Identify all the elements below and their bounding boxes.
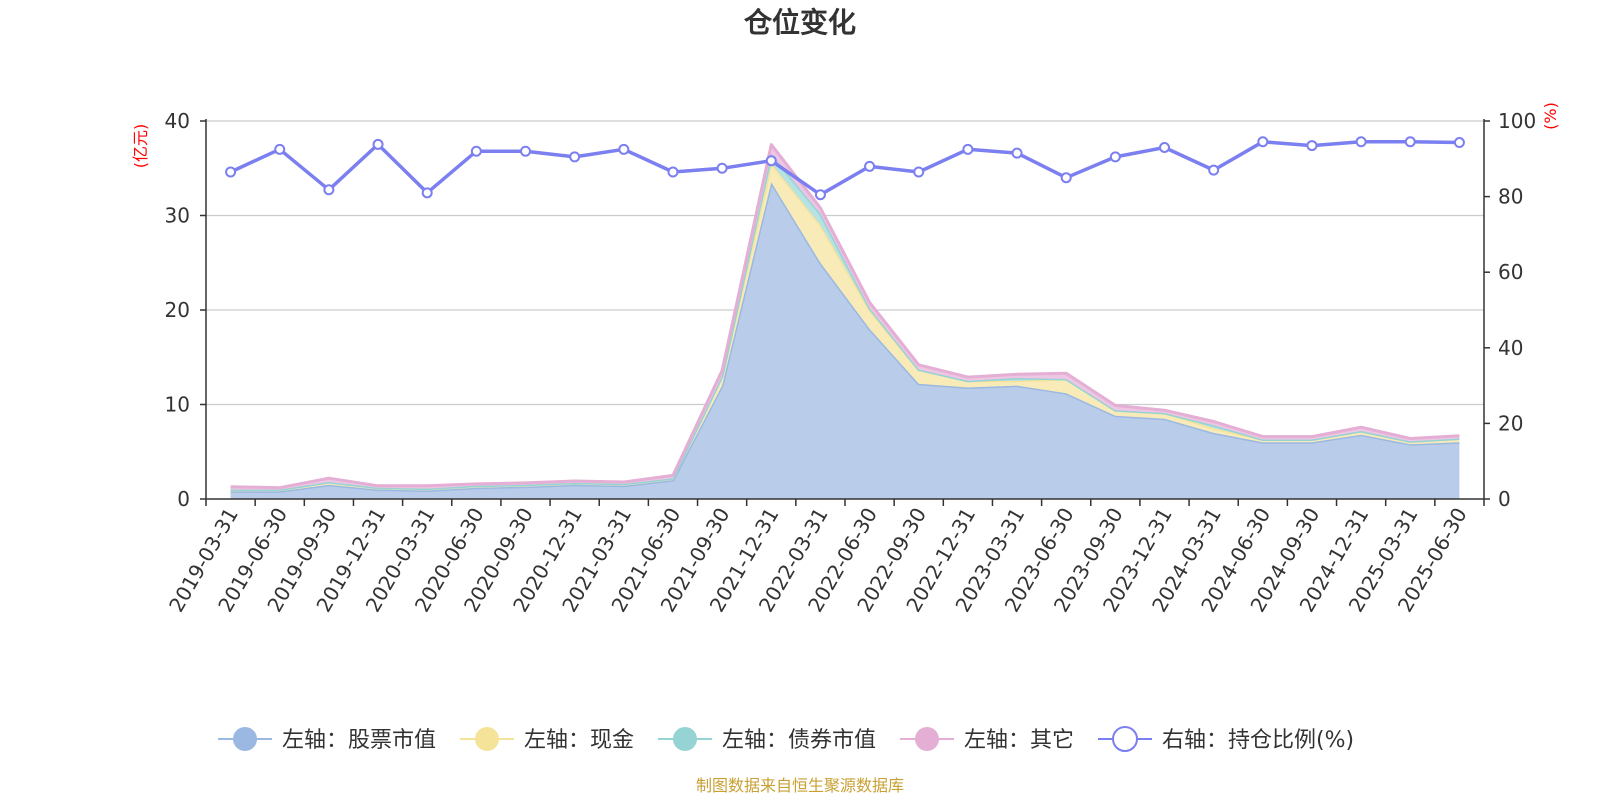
ratio-point (520, 145, 531, 157)
left-axis-tick-label: 20 (165, 298, 190, 322)
right-axis-unit: (%) (1541, 102, 1560, 130)
ratio-line-path (229, 140, 1460, 197)
ratio-point (421, 187, 433, 199)
legend-marker-icon (915, 727, 939, 751)
ratio-point (470, 145, 482, 157)
chart-title: 仓位变化 (744, 6, 856, 39)
ratio-point (323, 184, 335, 196)
legend-label: 左轴：债券市值 (722, 728, 876, 753)
position-ratio-line (225, 136, 1465, 201)
ratio-point (814, 189, 826, 201)
ratio-point (1159, 141, 1170, 153)
ratio-point (372, 138, 384, 150)
ratio-point (225, 166, 237, 178)
ratio-point (1453, 137, 1465, 149)
ratio-point (667, 166, 679, 178)
legend-label: 左轴：其它 (964, 728, 1074, 753)
legend-item-4: 左轴：其它 (900, 727, 1074, 753)
ratio-point (1011, 147, 1023, 159)
right-axis-tick-label: 100 (1498, 109, 1536, 133)
ratio-point (1109, 151, 1121, 163)
ratio-point (864, 160, 876, 172)
ratio-point (765, 155, 777, 167)
right-axis-tick-label: 80 (1498, 185, 1523, 209)
ratio-point (569, 151, 581, 163)
right-axis-tick-label: 40 (1498, 336, 1523, 360)
legend-item-5: 右轴：持仓比例(%) (1098, 726, 1354, 753)
left-axis-tick-label: 10 (165, 393, 190, 417)
legend-label: 右轴：持仓比例(%) (1162, 728, 1354, 753)
ratio-point (618, 143, 630, 155)
ratio-point (1355, 136, 1367, 148)
legend-label: 左轴：现金 (524, 728, 634, 753)
legend-marker-icon (673, 727, 697, 751)
ratio-point (1404, 136, 1416, 148)
ratio-point (1306, 140, 1318, 152)
legend-marker-icon (475, 727, 499, 751)
ratio-point (1060, 172, 1072, 184)
ratio-point (716, 162, 728, 174)
legend-item-1: 左轴：股票市值 (218, 727, 436, 753)
area-series-4-edge (230, 143, 1460, 490)
ratio-point (913, 166, 925, 178)
legend-item-2: 左轴：现金 (460, 727, 634, 753)
left-axis-tick-label: 40 (165, 109, 190, 133)
ratio-point (962, 143, 974, 155)
legend: 左轴：股票市值 左轴：现金 左轴：债券市值 左轴：其它 右轴：持仓比例(%) (218, 726, 1354, 753)
legend-item-3: 左轴：债券市值 (658, 727, 876, 753)
stacked-areas (230, 143, 1460, 499)
legend-marker-icon (233, 727, 257, 751)
area-series-1 (230, 182, 1460, 499)
right-axis-tick-label: 60 (1498, 260, 1523, 284)
right-axis-tick-label: 0 (1498, 487, 1511, 511)
right-axis-tick-label: 20 (1498, 411, 1523, 435)
ratio-point (1208, 164, 1220, 176)
left-axis-tick-label: 0 (177, 487, 190, 511)
left-axis-unit: (亿元) (131, 124, 150, 169)
data-source-note: 制图数据来自恒生聚源数据库 (696, 776, 904, 795)
legend-marker-icon (1112, 726, 1138, 752)
ratio-point (1257, 136, 1269, 148)
left-axis-tick-label: 30 (165, 204, 190, 228)
legend-label: 左轴：股票市值 (282, 728, 436, 753)
ratio-point (274, 143, 286, 155)
